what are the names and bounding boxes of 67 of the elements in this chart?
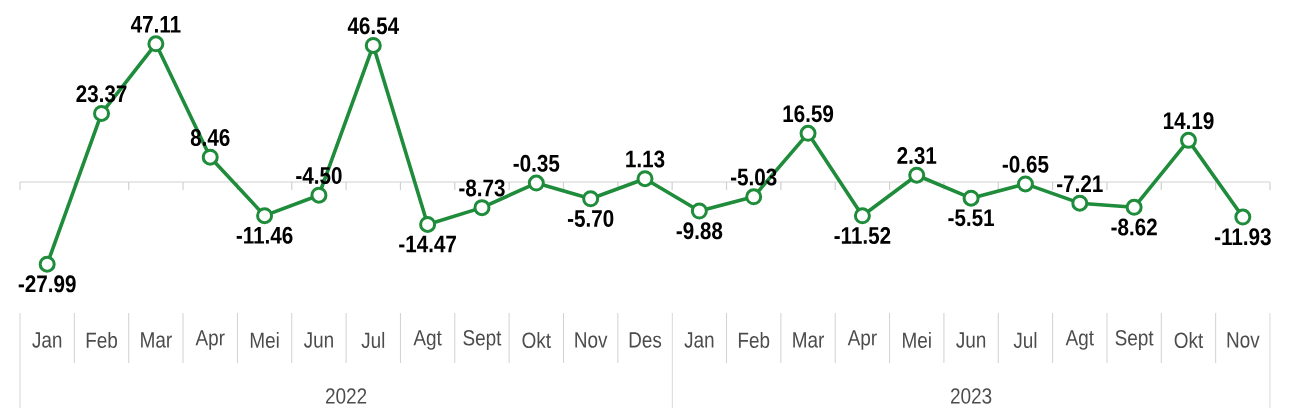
x-tick-label: Mar (141, 332, 172, 348)
point (419, 215, 437, 233)
data-label: 1.13 (626, 150, 665, 168)
data-label: 16.59 (783, 105, 834, 123)
x-tick-label: Mei (903, 331, 931, 349)
data-label: -5.51 (948, 209, 995, 227)
point (38, 255, 56, 273)
x-tick-label: Nov (1227, 332, 1260, 348)
x-tick-label: Jun (303, 332, 333, 348)
point (636, 170, 654, 188)
data-label: -8.62 (1111, 218, 1157, 236)
data-label: -7.21 (1057, 175, 1103, 192)
x-tick-label: Jan (684, 332, 714, 348)
point (256, 207, 274, 225)
data-label: -11.52 (834, 227, 891, 245)
data-label: -11.93 (1214, 228, 1271, 246)
x-tick-label: Agt (1065, 330, 1094, 350)
point (690, 202, 708, 220)
point (201, 148, 219, 166)
x-tick-label: Okt (522, 331, 551, 349)
x-tick-label: Jul (361, 331, 385, 349)
x-tick-label: Des (629, 332, 662, 348)
data-label: 2.31 (897, 147, 937, 165)
point (364, 36, 382, 54)
point (908, 166, 926, 184)
point (1179, 131, 1197, 149)
point (147, 35, 165, 53)
x-tick-label: Jun (956, 332, 986, 348)
data-label: -9.88 (676, 222, 723, 240)
x-tick-label: Mar (793, 332, 825, 348)
data-label: -5.70 (567, 209, 614, 227)
point (93, 104, 111, 122)
point (745, 188, 763, 206)
point (1016, 175, 1034, 193)
point (799, 124, 817, 142)
text: 2022 (326, 388, 367, 404)
data-label: 47.11 (130, 16, 181, 33)
x-tick-label: Agt (413, 330, 442, 350)
x-tick-label: Sept (1115, 330, 1154, 350)
data-label: -27.99 (18, 275, 76, 293)
point (527, 174, 545, 192)
point (1234, 208, 1252, 226)
x-tick-label: Mei (250, 331, 279, 349)
data-label: 46.54 (347, 17, 399, 35)
data-label: 14.19 (1163, 112, 1214, 130)
point (310, 186, 328, 204)
data-label: -14.47 (399, 235, 456, 253)
text: 2023 (951, 388, 992, 404)
point (962, 189, 980, 207)
x-tick-label: Sept (463, 330, 502, 350)
data-label: -0.65 (1002, 155, 1049, 173)
point (1071, 194, 1089, 212)
point (853, 207, 871, 225)
point (582, 190, 600, 208)
x-tick-label: Jul (1013, 331, 1037, 349)
x-tick-label: Apr (847, 330, 877, 350)
x-tick-label: Okt (1174, 331, 1204, 349)
point (473, 199, 491, 217)
x-tick-label: Jan (32, 332, 62, 348)
data-label: -0.35 (513, 154, 560, 172)
point (1125, 198, 1143, 216)
x-tick-label: Nov (575, 332, 608, 348)
x-tick-label: Feb (86, 331, 118, 349)
x-tick-label: Apr (195, 330, 225, 350)
data-label: -8.73 (459, 179, 505, 197)
x-tick-label: Feb (738, 331, 770, 349)
data-label: -11.46 (236, 226, 293, 244)
